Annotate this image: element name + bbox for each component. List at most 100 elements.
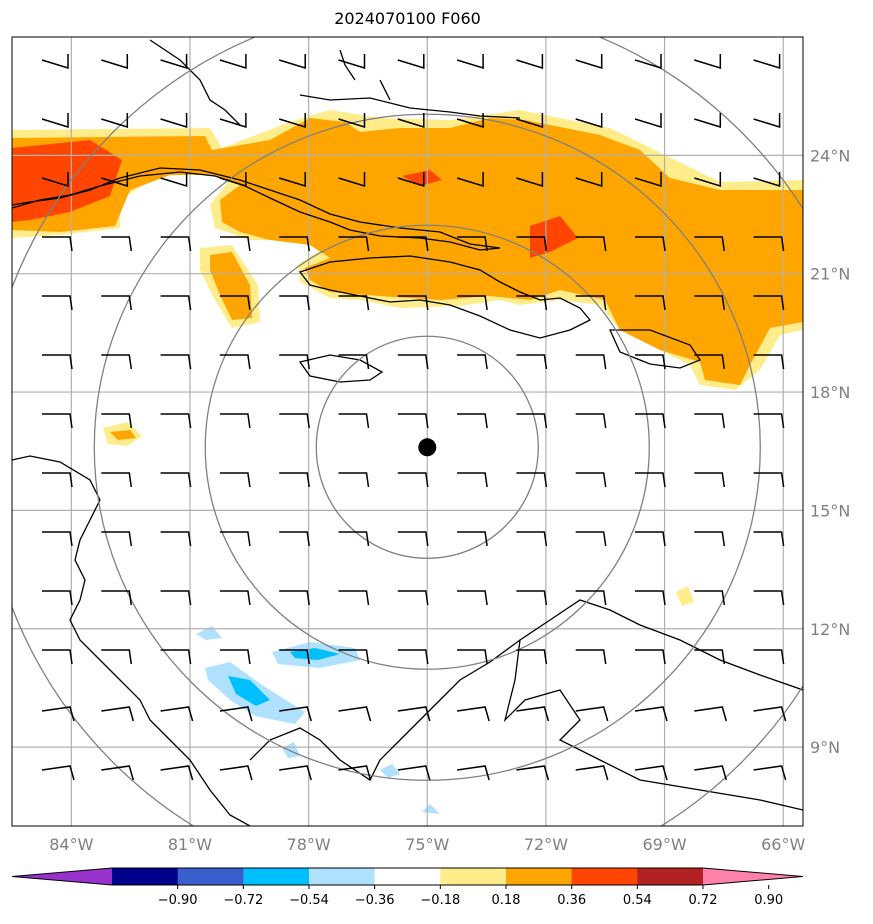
wind-barb (338, 472, 370, 488)
wind-barb (101, 354, 133, 370)
wind-barb (219, 472, 251, 488)
wind-barb (575, 295, 607, 311)
colorbar-segment (571, 868, 638, 885)
wind-barb (694, 706, 728, 722)
colorbar-tick-label: 0.18 (492, 893, 521, 908)
wind-barb (635, 295, 666, 311)
longitude-label: 84°W (49, 835, 93, 854)
wind-barb (42, 354, 73, 370)
wind-barb (338, 354, 370, 370)
puerto-rico-coast (608, 329, 701, 369)
wind-barb (160, 295, 192, 311)
wind-barb (278, 54, 306, 70)
wind-barb (42, 472, 73, 488)
colorbar-segment (440, 868, 507, 885)
wind-barb (279, 413, 310, 429)
wind-barb (634, 172, 662, 188)
central-america-coast (12, 455, 251, 826)
wind-barb (575, 113, 603, 129)
jamaica-coast (298, 354, 384, 383)
wind-barb (338, 172, 366, 188)
wind-barb (160, 765, 194, 781)
wind-barb (753, 706, 787, 722)
wind-barb (160, 172, 188, 188)
wind-barb (516, 413, 548, 429)
range-rings (12, 37, 803, 826)
latitude-label: 15°N (810, 501, 850, 520)
colorbar-segment (506, 868, 573, 885)
wind-barb (397, 354, 429, 370)
colorbar-segment (112, 868, 179, 885)
wind-barb (516, 649, 548, 665)
wind-barb (101, 531, 133, 547)
wind-barb (338, 54, 366, 70)
wind-barb (694, 113, 722, 129)
wind-barb (456, 113, 484, 129)
wind-barb (694, 590, 726, 606)
wind-barb (219, 765, 253, 781)
wind-barb (397, 54, 425, 70)
map-frame (11, 36, 804, 827)
wind-barb (219, 413, 251, 429)
wind-barb (516, 531, 548, 547)
colorbar-tick-label: −0.90 (158, 893, 198, 908)
colorbar-tick-label: 0.72 (689, 893, 718, 908)
colorbar-tick-label: −0.18 (420, 893, 460, 908)
wind-barb (338, 295, 370, 311)
wind-barb (635, 590, 666, 606)
wind-barb (457, 649, 488, 665)
wind-barb (575, 54, 603, 70)
wind-barb (397, 531, 429, 547)
colorbar-segment (374, 868, 441, 885)
wind-barb (338, 413, 370, 429)
wind-barb (219, 172, 247, 188)
wind-barb (753, 472, 785, 488)
wind-barb (635, 413, 666, 429)
wind-barb (219, 531, 251, 547)
colorbar-extend-high (703, 868, 803, 885)
venezuela-coast (503, 639, 803, 811)
range-ring (315, 335, 539, 559)
wind-barb (456, 706, 490, 722)
range-ring (204, 224, 650, 670)
wind-barb (457, 295, 488, 311)
wind-barb (160, 236, 192, 252)
wind-barb (694, 354, 726, 370)
wind-barb (397, 236, 429, 252)
hispaniola-coast (298, 255, 592, 339)
colorbar-segment (309, 868, 376, 885)
longitude-label: 69°W (642, 835, 686, 854)
wind-barb (635, 354, 666, 370)
wind-barb (279, 354, 310, 370)
wind-barb (516, 590, 548, 606)
wind-barb (219, 54, 247, 70)
wind-barb (575, 706, 609, 722)
wind-barb (516, 54, 544, 70)
wind-barb (279, 295, 310, 311)
wind-barb (101, 706, 135, 722)
wind-barb (575, 354, 607, 370)
colorbar-tick-label: −0.54 (289, 893, 329, 908)
wind-barb (575, 472, 607, 488)
wind-barb (279, 706, 312, 722)
wind-barb (278, 172, 306, 188)
colorbar-tick-label: 0.90 (754, 893, 783, 908)
wind-barb (42, 590, 73, 606)
wind-barb (575, 765, 609, 781)
wind-barb (457, 236, 488, 252)
bahamas-coast (299, 49, 521, 119)
wind-barb (219, 649, 251, 665)
wind-barb (397, 706, 431, 722)
negative-area-3 (196, 626, 222, 640)
wind-barb (397, 295, 429, 311)
wind-barb (753, 236, 785, 252)
wind-barb (457, 413, 488, 429)
wind-barb (635, 649, 666, 665)
wind-barb (575, 531, 607, 547)
wind-barb (219, 354, 251, 370)
negative-area-2-inner (228, 676, 270, 706)
longitude-label: 75°W (405, 835, 449, 854)
wind-barb (575, 649, 607, 665)
wind-barb (101, 413, 133, 429)
wind-barb (694, 649, 726, 665)
